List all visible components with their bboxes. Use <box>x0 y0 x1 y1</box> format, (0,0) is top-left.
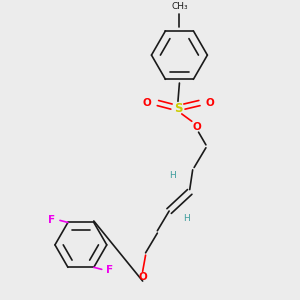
Text: F: F <box>48 214 55 224</box>
Text: F: F <box>106 265 113 275</box>
Text: H: H <box>169 171 176 180</box>
Text: O: O <box>206 98 215 108</box>
Text: O: O <box>193 122 202 132</box>
Text: H: H <box>183 214 190 223</box>
Text: O: O <box>138 272 147 282</box>
Text: CH₃: CH₃ <box>171 2 188 11</box>
Text: S: S <box>174 102 182 115</box>
Text: O: O <box>143 98 152 108</box>
